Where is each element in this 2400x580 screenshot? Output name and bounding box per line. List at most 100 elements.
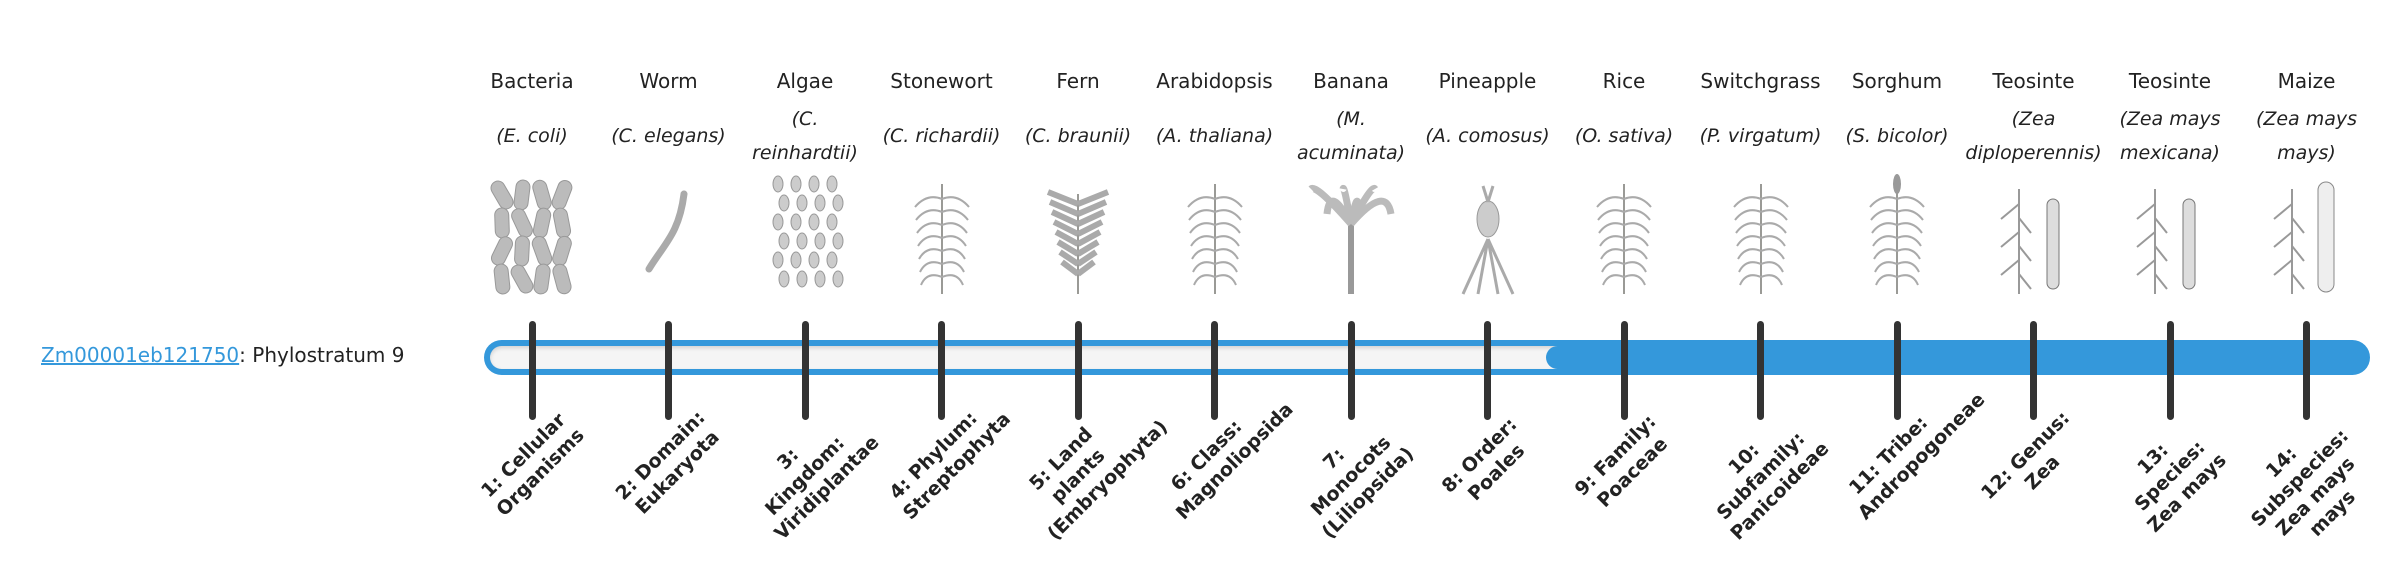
teosinte-icon <box>1966 174 2102 296</box>
organism-name: Banana <box>1313 69 1389 93</box>
organism-species: (A. thaliana) <box>1147 98 1283 174</box>
organism-name: Bacteria <box>490 69 574 93</box>
stratum-label: 5: Land plants (Embryophyta) <box>1025 415 1173 545</box>
organism-column: Teosinte (Zea mays mexicana) <box>2102 64 2238 296</box>
gene-link[interactable]: Zm00001eb121750 <box>41 343 240 367</box>
organism-column: Sorghum (S. bicolor) <box>1829 64 1965 296</box>
organism-column: Teosinte (Zea diploperennis) <box>1965 64 2102 296</box>
species-text: (E. coli) <box>496 125 568 147</box>
organism-species: (C. reinhardtii) <box>737 98 873 174</box>
switchgrass-icon <box>1693 174 1829 296</box>
organism-column: Pineapple (A. comosus) <box>1420 64 1556 296</box>
organism-column: Maize (Zea mays mays) <box>2239 64 2375 296</box>
organism-species: (Zea mays mexicana) <box>2102 98 2238 174</box>
organism-species: (C. richardii) <box>874 98 1010 174</box>
organism-name: Teosinte <box>1992 69 2075 93</box>
organism-species: (P. virgatum) <box>1693 98 1829 174</box>
species-text: (C. braunii) <box>1024 125 1132 147</box>
species-text: (M. acuminata) <box>1296 108 1406 164</box>
teosinte-icon <box>2102 174 2238 296</box>
stratum-tick <box>1211 321 1218 420</box>
species-text: (P. virgatum) <box>1699 125 1822 147</box>
stratum-tick <box>1893 321 1901 420</box>
gene-label: Zm00001eb121750: Phylostratum 9 <box>41 343 404 367</box>
organism-name: Algae <box>776 69 834 93</box>
species-text: (Zea mays mays) <box>2255 108 2358 164</box>
organism-column: Rice (O. sativa) <box>1556 64 1692 296</box>
stratum-tick <box>2166 321 2174 420</box>
species-text: (A. comosus) <box>1425 125 1550 147</box>
organism-name: Switchgrass <box>1700 69 1821 93</box>
organism-name: Stonewort <box>890 69 993 93</box>
stratum-tick <box>2303 321 2310 420</box>
stratum-label: 13: Species: Zea mays <box>2130 436 2231 537</box>
organism-name: Worm <box>639 69 698 93</box>
arabidopsis-icon <box>1147 174 1283 296</box>
stratum-tick <box>1074 321 1082 420</box>
bacteria-icon <box>464 174 600 296</box>
pineapple-icon <box>1420 174 1556 296</box>
maize-icon <box>2239 174 2375 296</box>
phylostratum-progress-bar <box>484 340 2370 375</box>
organism-species: (M. acuminata) <box>1283 98 1419 174</box>
stratum-label: 6: Class: Magnoliopsida <box>1166 398 1298 525</box>
stratum-label: 9: Family: Poaceae <box>1570 410 1672 512</box>
species-text: (S. bicolor) <box>1845 125 1949 147</box>
stratum-tick <box>665 321 672 420</box>
organism-name: Rice <box>1602 69 1646 93</box>
organism-name: Arabidopsis <box>1156 69 1273 93</box>
organism-name: Maize <box>2277 69 2336 93</box>
organism-species: (O. sativa) <box>1556 98 1692 174</box>
stratum-label: 7: Monocots (Liliopsida) <box>1306 431 1419 544</box>
organism-column: Switchgrass (P. virgatum) <box>1693 64 1829 296</box>
stratum-tick <box>1620 321 1628 420</box>
stratum-tick <box>1484 321 1491 420</box>
stratum-tick <box>1757 321 1764 420</box>
stratum-label: 2: Domain: Eukaryota <box>611 406 724 519</box>
stratum-label: 4: Phylum: Streptophyta <box>884 407 1015 525</box>
organism-column: Arabidopsis (A. thaliana) <box>1147 64 1283 296</box>
stratum-tick <box>1347 321 1355 420</box>
organism-column: Worm (C. elegans) <box>601 64 737 296</box>
worm-icon <box>601 174 737 296</box>
stratum-label: 1: Cellular Organisms <box>477 409 589 521</box>
banana-icon <box>1283 174 1419 296</box>
stratum-label: 14: Subspecies: Zea mays mays <box>2246 424 2360 541</box>
organism-species: (E. coli) <box>464 98 600 174</box>
organism-species: (Zea mays mays) <box>2239 98 2375 174</box>
species-text: (O. sativa) <box>1574 125 1674 147</box>
species-text: (C. elegans) <box>611 125 726 147</box>
organism-species: (C. braunii) <box>1010 98 1146 174</box>
species-text: (C. richardii) <box>882 125 1001 147</box>
stratum-label: 12: Genus: Zea <box>1976 407 2074 504</box>
organism-species: (Zea diploperennis) <box>1965 98 2102 174</box>
rice-icon <box>1556 174 1692 296</box>
organism-name: Fern <box>1056 69 1100 93</box>
organism-column: Fern (C. braunii) <box>1010 64 1146 296</box>
stratum-label: 10: Subfamily: Panicoideae <box>1712 427 1833 545</box>
organism-species: (S. bicolor) <box>1829 98 1965 174</box>
stratum-tick <box>2030 321 2037 420</box>
stratum-tick <box>801 321 809 420</box>
organism-name: Teosinte <box>2128 69 2212 93</box>
organism-name: Pineapple <box>1438 69 1537 93</box>
organism-species: (C. elegans) <box>601 98 737 174</box>
organism-column: Banana (M. acuminata) <box>1283 64 1419 296</box>
stratum-label: 3: Kingdom: Viridiplantae <box>761 431 884 545</box>
stratum-label: 8: Order: Poales <box>1437 413 1529 506</box>
stratum-tick <box>938 321 945 420</box>
species-text: (Zea diploperennis) <box>1965 108 2102 164</box>
progress-empty-region <box>490 346 1571 369</box>
organism-column: Algae (C. reinhardtii) <box>737 64 873 296</box>
organism-name: Sorghum <box>1851 69 1943 93</box>
sorghum-icon <box>1829 174 1965 296</box>
species-text: (A. thaliana) <box>1155 125 1274 147</box>
fern-icon <box>1010 174 1146 296</box>
stratum-label: 11: Tribe: Andropogoneae <box>1844 388 1990 525</box>
organism-column: Stonewort (C. richardii) <box>874 64 1010 296</box>
phylostratum-text: : Phylostratum 9 <box>239 343 405 367</box>
stratum-tick <box>528 321 536 420</box>
organism-species: (A. comosus) <box>1420 98 1556 174</box>
species-text: (Zea mays mexicana) <box>2119 108 2221 164</box>
species-text: (C. reinhardtii) <box>752 108 858 164</box>
